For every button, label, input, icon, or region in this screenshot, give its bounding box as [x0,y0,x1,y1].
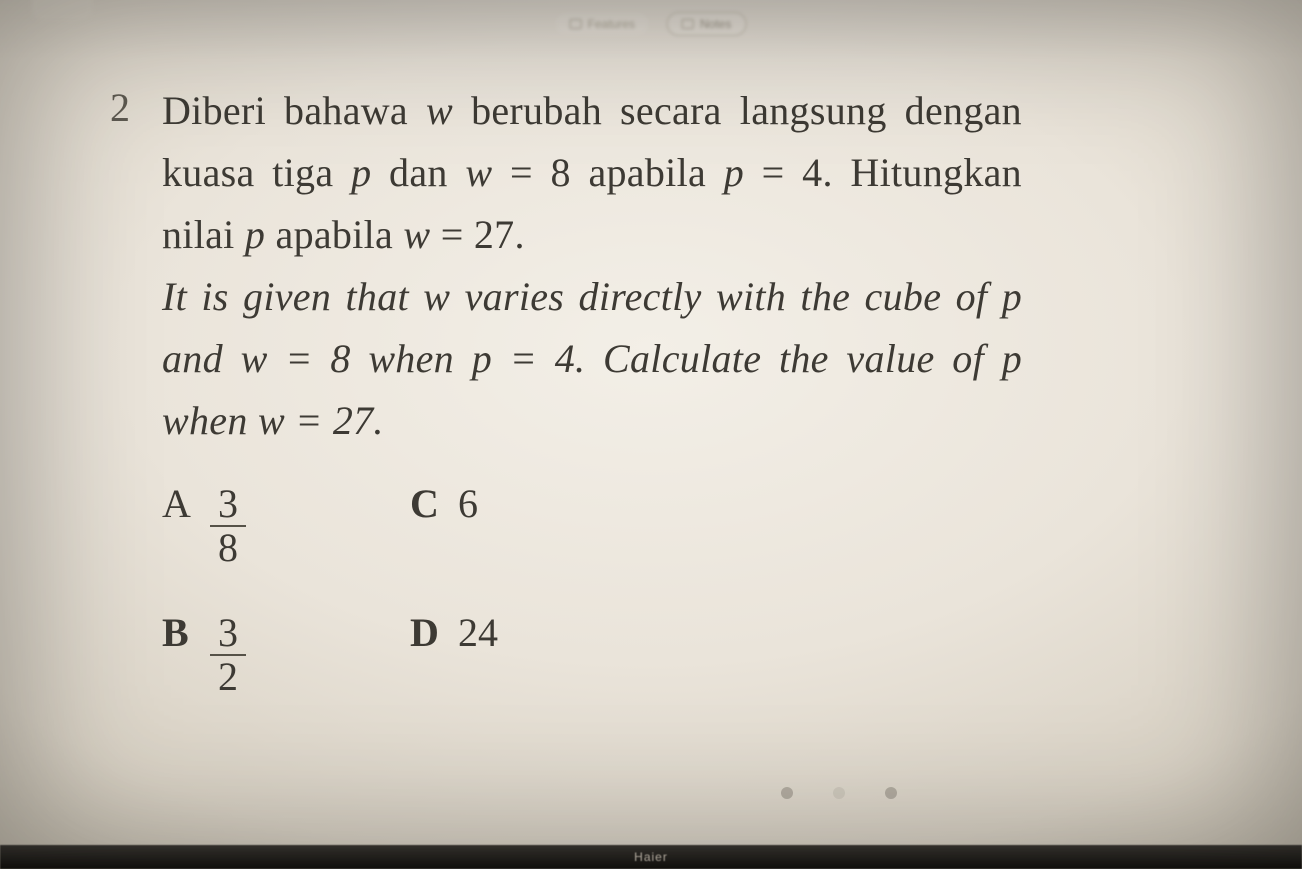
option-d-label[interactable]: D [410,609,458,656]
question-content: 2 Diberi bahawa w berubah secara langsun… [110,80,1022,698]
option-a-label[interactable]: A [162,480,210,527]
option-a-value[interactable]: 3 8 [210,480,410,569]
indicator-dot[interactable] [885,787,897,799]
option-d-value[interactable]: 24 [458,609,658,656]
question-text: Diberi bahawa w berubah secara langsung … [162,80,1022,452]
top-toolbar: Features Notes [556,12,747,36]
english-text: It is given that w varies directly with … [162,274,1022,443]
features-button[interactable]: Features [556,13,649,35]
reader-screen: Features Notes 2 Diberi bahawa w berubah… [0,0,1302,869]
indicator-dot[interactable] [781,787,793,799]
option-c-value[interactable]: 6 [458,480,658,527]
notes-button[interactable]: Notes [667,12,746,36]
question-number: 2 [110,80,162,136]
page-indicator [781,787,897,799]
option-b-value[interactable]: 3 2 [210,609,410,698]
option-b-label[interactable]: B [162,609,210,656]
option-c-label[interactable]: C [410,480,458,527]
features-label: Features [588,17,635,31]
indicator-dot-active[interactable] [833,787,845,799]
features-icon [570,19,582,29]
answer-options: A 3 8 C 6 B 3 2 D 24 [162,480,1022,698]
top-left-block [32,0,92,20]
notes-label: Notes [700,17,731,31]
monitor-bezel: Haier [0,845,1302,869]
monitor-brand: Haier [634,850,668,864]
notes-icon [682,19,694,29]
malay-text: Diberi bahawa w berubah secara langsung … [162,88,1022,257]
